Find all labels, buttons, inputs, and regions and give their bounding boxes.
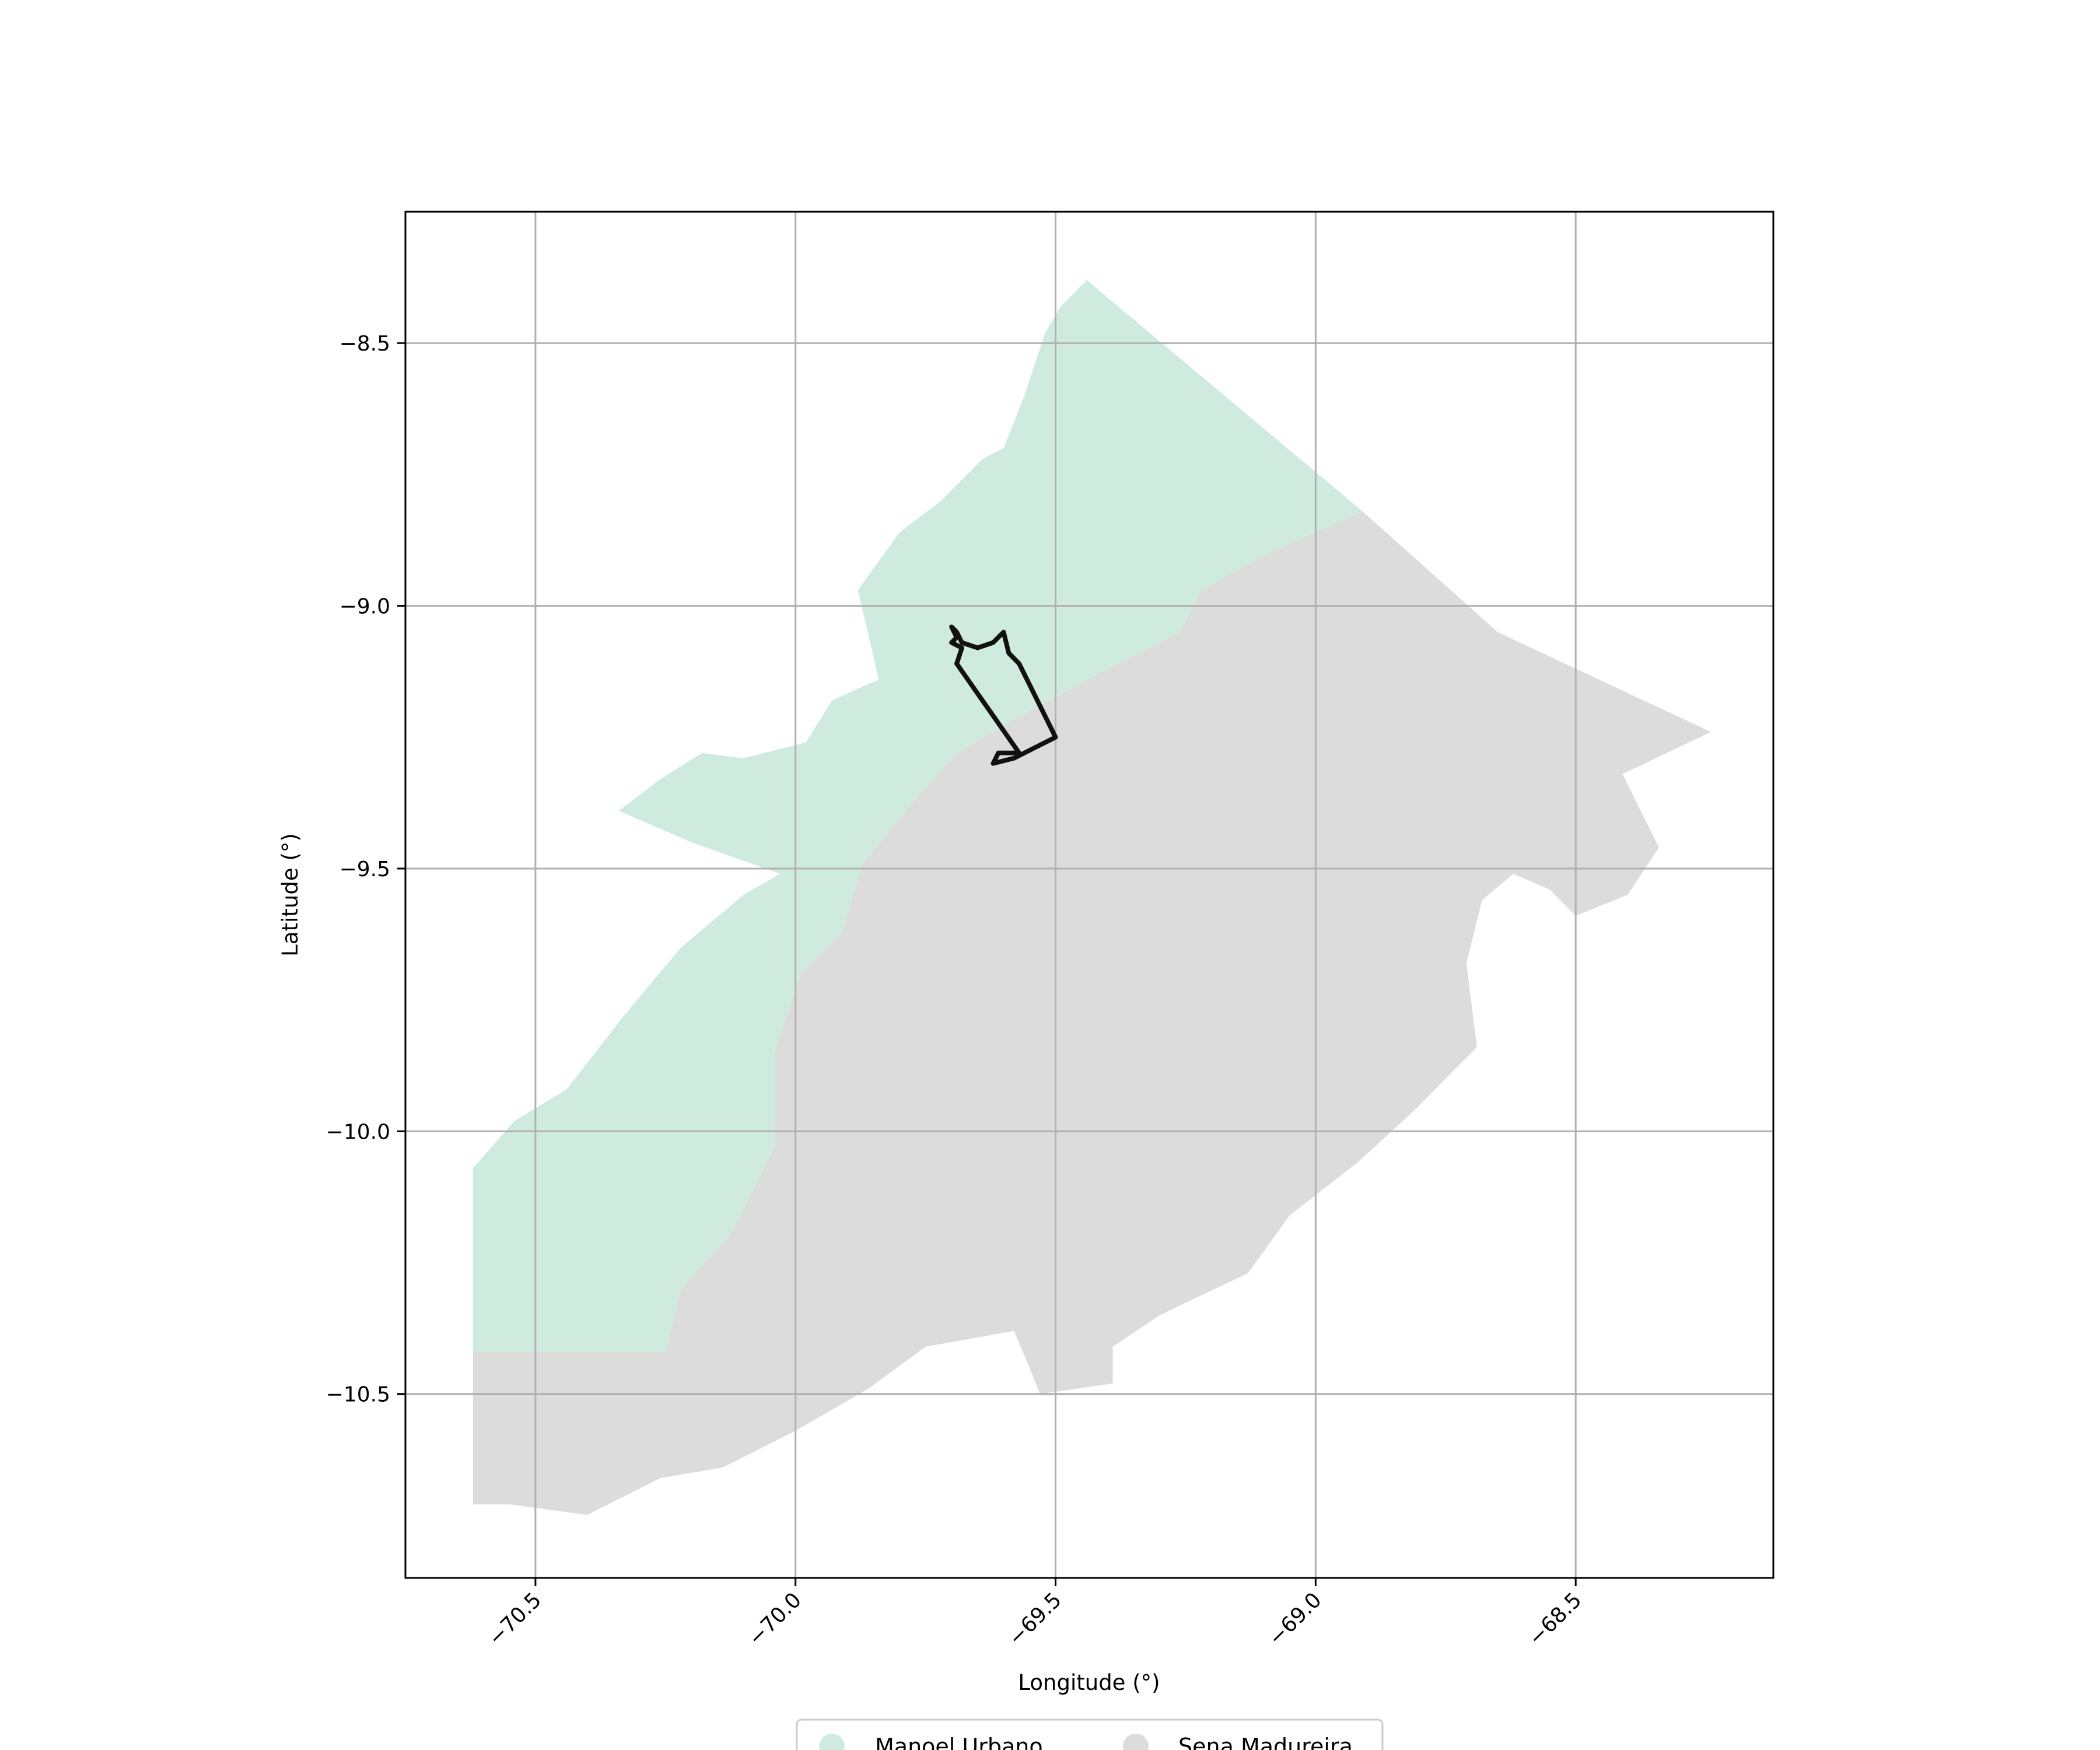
x-axis-label: Longitude (°)	[1018, 1670, 1160, 1695]
y-tick-label: −9.0	[340, 595, 390, 619]
x-axis: −70.5 −70.0 −69.5 −69.0 −68.5	[484, 1578, 1587, 1650]
legend: Manoel Urbano Sena Madureira	[796, 1718, 1384, 1750]
x-tick-label: −68.5	[1524, 1588, 1587, 1650]
outline-layer	[949, 624, 1058, 766]
region-sena-madureira	[473, 511, 1712, 1515]
region-layer	[473, 280, 1712, 1515]
y-tick-label: −8.5	[340, 332, 390, 356]
legend-swatch-manoel-urbano	[819, 1734, 845, 1750]
y-tick-label: −10.5	[326, 1383, 390, 1407]
y-axis-label: Latitude (°)	[278, 833, 303, 956]
legend-label-sena-madureira: Sena Madureira	[1178, 1734, 1353, 1750]
grid-layer	[405, 212, 1773, 1578]
y-axis: −8.5 −9.0 −9.5 −10.0 −10.5	[326, 332, 405, 1407]
x-tick-label: −70.0	[744, 1588, 806, 1650]
legend-frame	[796, 1718, 1384, 1750]
plot-frame	[404, 211, 1774, 1579]
x-tick-label: −69.0	[1264, 1588, 1326, 1650]
legend-label-manoel-urbano: Manoel Urbano	[875, 1734, 1043, 1750]
region-manoel-urbano	[473, 280, 1363, 1352]
x-tick-label: −70.5	[484, 1588, 546, 1650]
y-tick-label: −10.0	[326, 1120, 390, 1144]
boundary-outline	[949, 624, 1058, 766]
y-tick-label: −9.5	[340, 858, 390, 881]
plot-area	[404, 211, 1774, 1579]
x-tick-label: −69.5	[1004, 1588, 1066, 1650]
legend-swatch-sena-madureira	[1123, 1734, 1149, 1750]
